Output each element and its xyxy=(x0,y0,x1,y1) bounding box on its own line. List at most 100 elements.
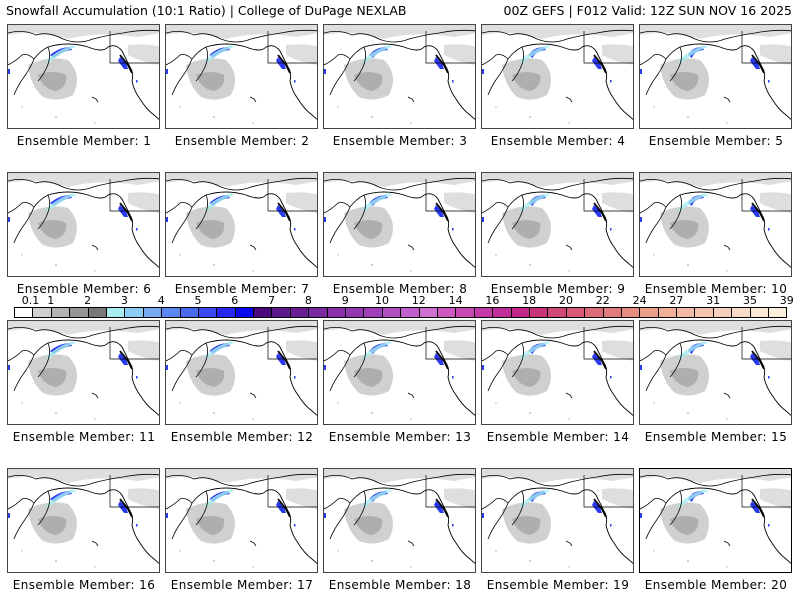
snow-area-light xyxy=(602,488,633,509)
snow-spot xyxy=(8,513,10,518)
coastline xyxy=(679,487,791,564)
coastline xyxy=(324,29,475,43)
coastline xyxy=(8,473,159,487)
ensemble-member-label: Ensemble Member: 10 xyxy=(644,282,788,296)
colorbar-tick-label: 31 xyxy=(706,294,721,307)
island xyxy=(55,412,57,414)
coastline xyxy=(33,46,50,82)
colorbar-tick-label: 14 xyxy=(448,294,463,307)
colorbar-swatch xyxy=(69,307,88,318)
coastline xyxy=(8,177,159,191)
title-right: 00Z GEFS | F012 Valid: 12Z SUN NOV 16 20… xyxy=(503,3,792,18)
colorbar-tick-label: 35 xyxy=(743,294,757,307)
ensemble-member-label: Ensemble Member: 19 xyxy=(486,578,630,592)
coastline xyxy=(47,339,159,416)
coastline xyxy=(363,487,475,564)
coastline xyxy=(349,342,366,378)
snow-spot xyxy=(324,217,326,222)
island xyxy=(495,254,497,256)
snow-area-light xyxy=(324,469,475,483)
coastline xyxy=(751,202,765,222)
island xyxy=(726,566,728,568)
colorbar-swatch xyxy=(197,307,217,318)
colorbar-swatch xyxy=(473,307,493,318)
snow-area-light xyxy=(166,321,317,335)
island xyxy=(568,566,570,568)
snow-spot xyxy=(8,217,10,222)
colorbar-swatch xyxy=(749,307,769,318)
border-line xyxy=(109,475,159,508)
snow-area-moderate xyxy=(512,368,541,387)
colorbar-swatch xyxy=(639,307,658,318)
island xyxy=(723,96,731,103)
island xyxy=(410,418,412,420)
island xyxy=(407,392,415,399)
border-line xyxy=(583,327,633,360)
ensemble-member-map-15 xyxy=(639,320,792,425)
snow-area-light xyxy=(602,192,633,213)
border-line xyxy=(741,179,791,212)
island xyxy=(371,412,373,414)
ensemble-member-map-3 xyxy=(323,24,476,129)
colorbar-swatch xyxy=(528,307,548,318)
snow-band-trace xyxy=(46,45,76,63)
coastline xyxy=(277,350,291,370)
island xyxy=(529,412,531,414)
title-left: Snowfall Accumulation (10:1 Ratio) | Col… xyxy=(6,3,407,18)
coastline xyxy=(521,191,633,268)
island xyxy=(723,540,731,547)
island xyxy=(213,116,215,118)
ensemble-member-map-18 xyxy=(323,468,476,573)
island xyxy=(410,270,412,272)
coastline xyxy=(205,43,317,120)
snow-area-light xyxy=(8,321,159,335)
island xyxy=(371,116,373,118)
snow-spot xyxy=(8,365,10,370)
coastline xyxy=(507,46,524,82)
colorbar-swatch xyxy=(142,307,162,318)
ensemble-member-map-13 xyxy=(323,320,476,425)
snow-area-light xyxy=(482,25,633,39)
snow-area-light xyxy=(286,340,317,361)
snow-area-moderate xyxy=(354,72,383,91)
colorbar-tick-label: 10 xyxy=(375,294,389,307)
snow-spot xyxy=(324,69,326,74)
snow-spot xyxy=(324,365,326,370)
coastline xyxy=(205,339,317,416)
ensemble-member-map-10 xyxy=(639,172,792,277)
ensemble-member-map-12 xyxy=(165,320,318,425)
colorbar-tick-label: 12 xyxy=(411,294,426,307)
coastline xyxy=(324,473,475,487)
snow-spot xyxy=(610,80,612,83)
snow-spot xyxy=(768,80,770,83)
island xyxy=(495,106,497,108)
snow-band-trace xyxy=(204,489,234,507)
colorbar-tick-label: 4 xyxy=(157,294,165,307)
coastline xyxy=(521,43,633,120)
colorbar-swatch xyxy=(602,307,621,318)
ensemble-member-map-20 xyxy=(639,468,792,573)
ensemble-member-map-1 xyxy=(7,24,160,129)
coastline xyxy=(119,202,133,222)
colorbar-tick-label: 3 xyxy=(120,294,128,307)
coastline xyxy=(47,43,159,120)
snow-band-trace xyxy=(362,341,392,359)
snow-area-light xyxy=(8,173,159,187)
snow-spot xyxy=(610,524,612,527)
coastline xyxy=(507,194,524,230)
coastline xyxy=(119,350,133,370)
colorbar-swatch xyxy=(400,307,419,318)
colorbar-swatch xyxy=(289,307,309,318)
snow-spot xyxy=(640,69,642,74)
coastline xyxy=(640,325,791,339)
coastline xyxy=(640,177,791,191)
island xyxy=(179,254,181,256)
snow-area-moderate xyxy=(38,368,67,387)
island xyxy=(55,116,57,118)
snow-band-trace xyxy=(46,489,76,507)
border-line xyxy=(583,179,633,212)
snow-band-trace xyxy=(204,193,234,211)
island xyxy=(726,270,728,272)
island xyxy=(91,244,99,251)
coastline xyxy=(166,325,317,339)
